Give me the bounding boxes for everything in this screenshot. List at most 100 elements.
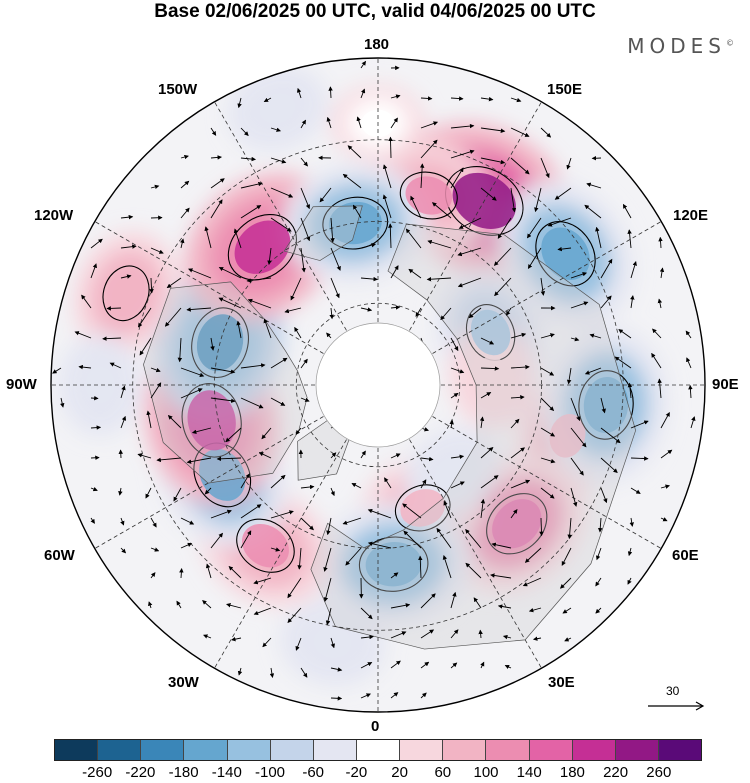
- wind-vector: [145, 487, 152, 499]
- wind-vector: [480, 337, 495, 345]
- wind-vector: [595, 607, 602, 614]
- reference-vector: 30: [646, 684, 706, 714]
- wind-vector: [600, 457, 618, 474]
- wind-vector: [295, 637, 302, 651]
- latitude-circle: [295, 302, 461, 468]
- wind-vector: [510, 395, 525, 400]
- wind-vector: [180, 367, 205, 377]
- wind-vector: [106, 306, 122, 311]
- wind-vector: [156, 457, 182, 463]
- wind-vector: [450, 454, 465, 460]
- anomaly-contour: [394, 484, 451, 532]
- anomaly-core: [400, 489, 446, 527]
- wind-vector: [557, 246, 572, 252]
- colorbar-tick-label: -220: [125, 764, 156, 781]
- wind-vector: [450, 662, 458, 669]
- wind-vector: [204, 226, 212, 249]
- wind-vector: [150, 547, 160, 552]
- wind-vector: [685, 330, 692, 339]
- wind-vector: [300, 517, 314, 531]
- wind-vector: [539, 517, 544, 537]
- wind-vector: [120, 244, 137, 249]
- anomaly-core: [85, 366, 115, 404]
- lon-label-150e: 150E: [547, 81, 583, 98]
- wind-vector: [253, 577, 272, 585]
- lon-label-30e: 30E: [548, 674, 575, 691]
- wind-vector: [210, 199, 223, 219]
- wind-vector: [330, 487, 335, 497]
- wind-vector: [426, 276, 452, 282]
- wind-vector: [570, 272, 588, 279]
- brand-mark: ©: [726, 38, 734, 48]
- wind-vector: [236, 320, 242, 339]
- anomaly-core: [541, 227, 590, 280]
- wind-vector: [177, 337, 183, 363]
- wind-vector: [269, 667, 275, 678]
- wind-vector: [408, 268, 422, 279]
- map-boundary: [50, 57, 706, 713]
- wind-vector: [300, 119, 306, 129]
- wind-vector: [173, 487, 182, 502]
- colorbar-cell: [98, 740, 142, 760]
- wind-vector: [586, 182, 602, 189]
- wind-vector: [323, 547, 332, 572]
- wind-vector: [120, 385, 126, 399]
- wind-vector: [480, 366, 500, 371]
- anomaly-contour: [191, 307, 249, 378]
- colorbar-cell: [658, 740, 702, 760]
- anomaly-cores: [85, 93, 634, 659]
- wind-vector: [540, 127, 552, 138]
- anomaly-core: [328, 201, 382, 245]
- wind-vector: [270, 547, 281, 552]
- wind-vector: [457, 277, 482, 288]
- anomaly-core: [476, 356, 508, 395]
- wind-vector: [270, 157, 287, 164]
- wind-vector: [540, 397, 555, 412]
- coastline: [283, 205, 363, 261]
- wind-vector: [294, 326, 302, 339]
- colorbar-cell: [443, 740, 487, 760]
- wind-vector: [657, 298, 663, 309]
- wind-vector: [443, 500, 452, 519]
- wind-vector: [480, 157, 506, 165]
- wind-vector: [240, 397, 264, 409]
- wind-vector: [342, 173, 362, 189]
- wind-vector: [191, 427, 212, 434]
- colorbar-cell: [313, 740, 357, 760]
- wind-vector: [660, 484, 670, 489]
- wind-vector: [330, 667, 343, 672]
- wind-vector: [351, 483, 362, 489]
- wind-vector: [240, 504, 262, 519]
- wind-vector: [240, 127, 249, 137]
- wind-vector: [491, 542, 512, 549]
- wind-vector: [360, 307, 373, 312]
- wind-vector: [186, 457, 212, 464]
- wind-vector: [347, 145, 362, 159]
- wind-vector: [660, 449, 673, 459]
- wind-vector: [436, 527, 452, 549]
- wind-vector: [457, 247, 482, 257]
- wind-vector: [330, 247, 341, 271]
- wind-vector: [420, 593, 436, 609]
- lon-label-30w: 30W: [168, 674, 199, 691]
- wind-vector: [270, 474, 286, 489]
- wind-vector: [290, 277, 302, 301]
- wind-vector: [390, 453, 401, 459]
- wind-vector: [630, 295, 635, 309]
- wind-vector: [326, 332, 332, 339]
- anomaly-contour: [322, 196, 389, 250]
- wind-vector: [166, 277, 182, 289]
- wind-vector: [540, 333, 555, 339]
- wind-vector: [540, 427, 556, 437]
- wind-vector: [237, 667, 243, 676]
- wind-vector: [510, 418, 520, 429]
- wind-vector: [137, 453, 152, 459]
- lon-label-120w: 120W: [34, 207, 74, 224]
- wind-vector: [479, 416, 485, 429]
- colorbar-tick-label: 260: [646, 764, 672, 781]
- wind-vector: [589, 333, 602, 339]
- wind-vector: [450, 96, 464, 101]
- wind-vector: [630, 261, 637, 279]
